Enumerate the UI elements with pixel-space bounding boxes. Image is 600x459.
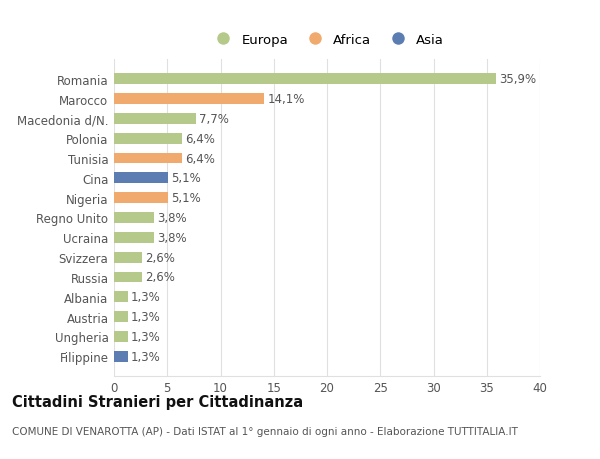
Text: COMUNE DI VENAROTTA (AP) - Dati ISTAT al 1° gennaio di ogni anno - Elaborazione : COMUNE DI VENAROTTA (AP) - Dati ISTAT al… xyxy=(12,426,518,436)
Bar xyxy=(114,114,196,124)
Text: 1,3%: 1,3% xyxy=(131,330,161,343)
Bar xyxy=(114,153,182,164)
Bar xyxy=(114,213,154,224)
Bar xyxy=(114,351,128,362)
Bar xyxy=(114,134,182,144)
Text: 6,4%: 6,4% xyxy=(185,132,215,146)
Bar xyxy=(114,292,128,302)
Bar xyxy=(114,193,169,204)
Text: 6,4%: 6,4% xyxy=(185,152,215,165)
Bar xyxy=(114,74,496,85)
Text: 1,3%: 1,3% xyxy=(131,310,161,324)
Text: 3,8%: 3,8% xyxy=(158,212,187,224)
Text: 35,9%: 35,9% xyxy=(500,73,536,86)
Bar xyxy=(114,331,128,342)
Text: 7,7%: 7,7% xyxy=(199,112,229,126)
Text: Cittadini Stranieri per Cittadinanza: Cittadini Stranieri per Cittadinanza xyxy=(12,394,303,409)
Bar xyxy=(114,272,142,283)
Text: 1,3%: 1,3% xyxy=(131,350,161,363)
Text: 2,6%: 2,6% xyxy=(145,251,175,264)
Bar xyxy=(114,173,169,184)
Text: 5,1%: 5,1% xyxy=(172,192,201,205)
Text: 14,1%: 14,1% xyxy=(268,93,305,106)
Text: 3,8%: 3,8% xyxy=(158,231,187,244)
Legend: Europa, Africa, Asia: Europa, Africa, Asia xyxy=(205,28,449,52)
Bar xyxy=(114,232,154,243)
Text: 2,6%: 2,6% xyxy=(145,271,175,284)
Bar xyxy=(114,252,142,263)
Bar xyxy=(114,94,264,105)
Bar xyxy=(114,312,128,322)
Text: 1,3%: 1,3% xyxy=(131,291,161,304)
Text: 5,1%: 5,1% xyxy=(172,172,201,185)
